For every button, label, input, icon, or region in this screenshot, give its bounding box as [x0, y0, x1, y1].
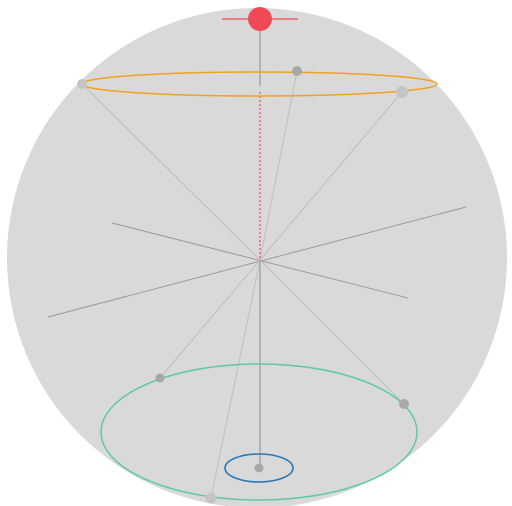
- spoke-line-6: [210, 259, 261, 499]
- inner-ring-node: [254, 463, 264, 473]
- bottom-ring-node-left: [155, 373, 165, 383]
- spoke-line-3: [259, 91, 403, 261]
- spoke-line-5: [259, 259, 405, 405]
- bottom-ring-node-front: [205, 492, 217, 504]
- top-ring-node-back: [292, 66, 302, 76]
- bottom-latitude-ring: [100, 363, 418, 501]
- top-ring-node-left: [77, 79, 87, 89]
- bottom-ring-node-right: [399, 399, 409, 409]
- axis-line-b: [47, 206, 467, 318]
- spoke-line-1: [81, 83, 261, 261]
- red-dot-icon: [248, 7, 272, 31]
- inner-ring: [224, 453, 294, 483]
- spoke-line-4: [159, 259, 261, 379]
- spoke-line-2: [259, 70, 298, 261]
- top-ring-node-right: [396, 86, 408, 98]
